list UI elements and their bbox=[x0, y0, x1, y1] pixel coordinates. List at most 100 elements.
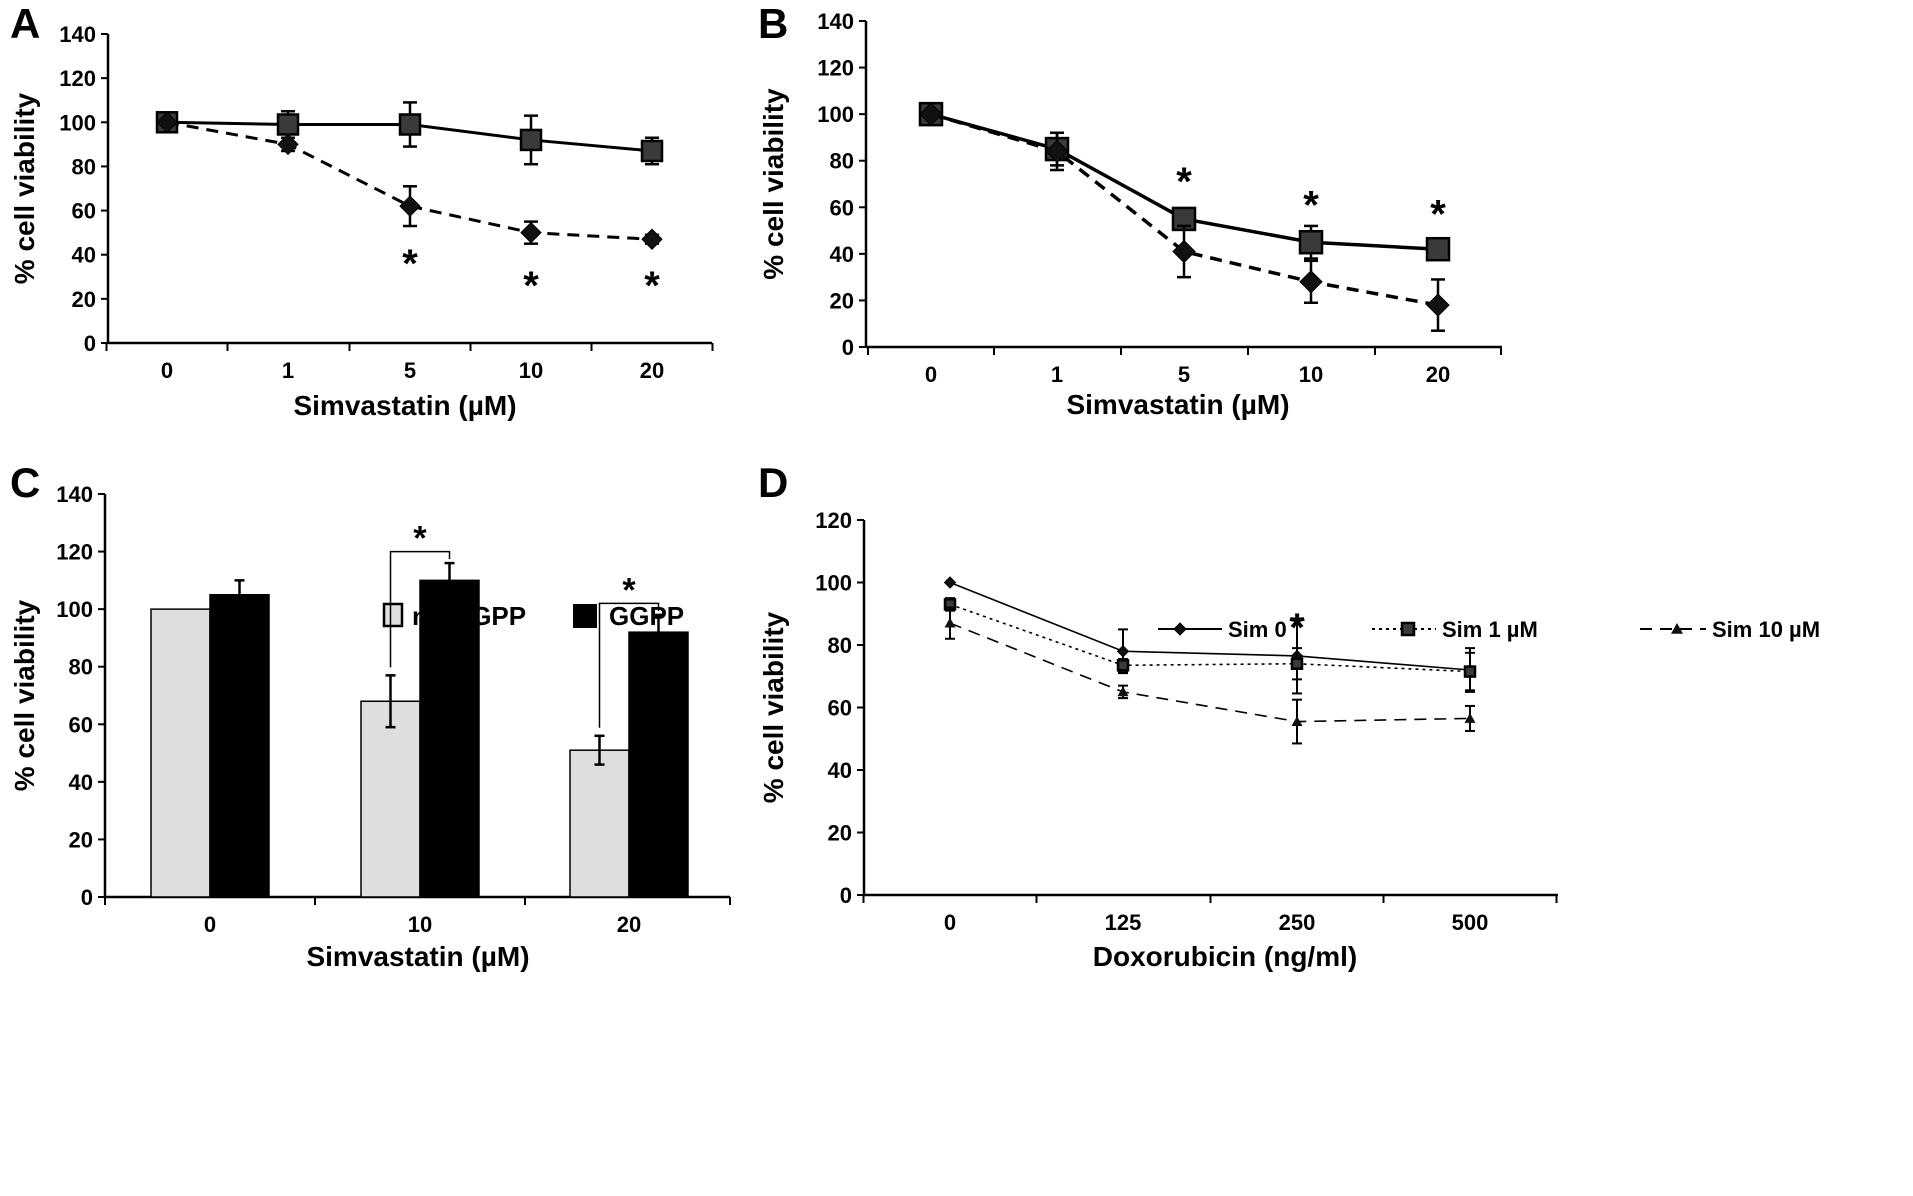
data-point bbox=[156, 111, 178, 133]
y-tick-label: 80 bbox=[830, 149, 854, 174]
data-point bbox=[1116, 645, 1130, 658]
bar bbox=[150, 608, 211, 898]
legend-marker bbox=[1671, 623, 1683, 634]
significance-star: * bbox=[523, 264, 539, 308]
legend-label: Sim 0 bbox=[1228, 617, 1287, 642]
y-tick-label: 40 bbox=[69, 770, 93, 795]
x-tick-label: 5 bbox=[404, 358, 416, 383]
legend: Sim 0 Sim 1 µM Sim 10 µM bbox=[1158, 617, 1820, 642]
y-axis-title: % cell viability bbox=[758, 611, 789, 803]
y-tick-label: 20 bbox=[72, 287, 96, 312]
series-diamond bbox=[919, 102, 1450, 332]
data-point bbox=[1291, 716, 1303, 726]
panel-letter-b: B bbox=[758, 0, 788, 47]
x-axis-title: Doxorubicin (ng/ml) bbox=[1093, 941, 1357, 972]
y-tick-label: 80 bbox=[69, 655, 93, 680]
y-tick-label: 60 bbox=[830, 195, 854, 220]
significance-star: * bbox=[1289, 606, 1305, 650]
x-tick-label: 1 bbox=[282, 358, 294, 383]
series-line bbox=[930, 112, 1439, 307]
data-point bbox=[1426, 293, 1450, 317]
data-point bbox=[640, 139, 664, 163]
data-point bbox=[1117, 686, 1129, 697]
bar-series-no-ggpp bbox=[150, 608, 630, 898]
x-axis-title: Simvastatin (µM) bbox=[293, 390, 516, 421]
x-tick-label: 0 bbox=[161, 358, 173, 383]
y-tick-label: 60 bbox=[72, 199, 96, 224]
y-tick-label: 120 bbox=[59, 66, 96, 91]
data-point bbox=[944, 617, 956, 628]
x-tick-label: 20 bbox=[1426, 362, 1450, 387]
x-tick-label: 500 bbox=[1452, 910, 1489, 935]
bar-series-ggpp bbox=[209, 561, 689, 898]
y-tick-label: 120 bbox=[56, 540, 93, 565]
data-point bbox=[1290, 657, 1304, 670]
data-point bbox=[1045, 139, 1069, 164]
data-point bbox=[276, 113, 300, 136]
y-tick-label: 20 bbox=[69, 827, 93, 852]
y-tick-label: 40 bbox=[830, 242, 854, 267]
bar bbox=[569, 749, 630, 898]
y-tick-label: 140 bbox=[817, 9, 854, 34]
data-point bbox=[1298, 229, 1324, 255]
legend-marker bbox=[1400, 621, 1416, 637]
legend-swatch-no-ggpp bbox=[382, 602, 404, 628]
y-tick-label: 80 bbox=[828, 633, 852, 658]
significance-star: * bbox=[622, 571, 636, 609]
x-tick-label: 20 bbox=[617, 912, 641, 937]
series-diamond bbox=[156, 111, 663, 250]
y-tick-label: 0 bbox=[84, 331, 96, 356]
y-tick-label: 40 bbox=[828, 758, 852, 783]
y-tick-label: 60 bbox=[69, 712, 93, 737]
y-tick-label: 0 bbox=[842, 335, 854, 360]
series-line bbox=[949, 581, 1471, 671]
y-tick-label: 80 bbox=[72, 154, 96, 179]
panel-letter-a: A bbox=[10, 0, 40, 47]
significance-star: * bbox=[1430, 193, 1446, 237]
significance-star: * bbox=[1303, 183, 1319, 227]
data-point bbox=[1464, 712, 1476, 723]
data-point bbox=[1299, 270, 1323, 294]
data-point bbox=[399, 195, 421, 217]
y-tick-label: 0 bbox=[840, 883, 852, 908]
y-tick-label: 100 bbox=[815, 571, 852, 596]
data-point bbox=[1116, 659, 1130, 672]
series-line bbox=[166, 120, 653, 241]
bar bbox=[360, 700, 421, 898]
legend-label: Sim 10 µM bbox=[1712, 617, 1820, 642]
data-point bbox=[1463, 665, 1477, 678]
data-point bbox=[1425, 236, 1451, 262]
bar bbox=[209, 594, 270, 898]
significance-star: * bbox=[413, 520, 427, 558]
data-point bbox=[519, 128, 543, 152]
x-tick-label: 5 bbox=[1178, 362, 1190, 387]
x-tick-label: 0 bbox=[925, 362, 937, 387]
y-axis-title: % cell viability bbox=[758, 88, 789, 280]
data-point bbox=[919, 102, 943, 126]
x-tick-label: 250 bbox=[1279, 910, 1316, 935]
y-tick-label: 40 bbox=[72, 243, 96, 268]
legend-label-ggpp: GGPP bbox=[609, 601, 684, 631]
y-tick-label: 100 bbox=[56, 597, 93, 622]
data-point bbox=[1172, 239, 1196, 264]
significance-star: * bbox=[402, 242, 418, 286]
bar bbox=[628, 631, 689, 898]
legend-marker bbox=[1173, 622, 1187, 636]
legend: no GGPP GGPP bbox=[382, 601, 684, 631]
data-point bbox=[943, 576, 957, 589]
series-line bbox=[949, 622, 1471, 723]
significance-bracket bbox=[598, 602, 660, 728]
x-tick-label: 125 bbox=[1105, 910, 1142, 935]
data-point bbox=[520, 221, 542, 244]
significance-star: * bbox=[1176, 160, 1192, 204]
x-axis-title: Simvastatin (µM) bbox=[306, 941, 529, 972]
data-point bbox=[277, 133, 299, 156]
significance-star: * bbox=[644, 264, 660, 308]
y-axis-title: % cell viability bbox=[9, 599, 40, 791]
x-axis-title: Simvastatin (µM) bbox=[1066, 389, 1289, 420]
x-tick-label: 0 bbox=[204, 912, 216, 937]
panel-d: D 0 20 40 60 80 100 120 Doxorubicin (ng/ml) % cel… bbox=[758, 459, 1820, 972]
